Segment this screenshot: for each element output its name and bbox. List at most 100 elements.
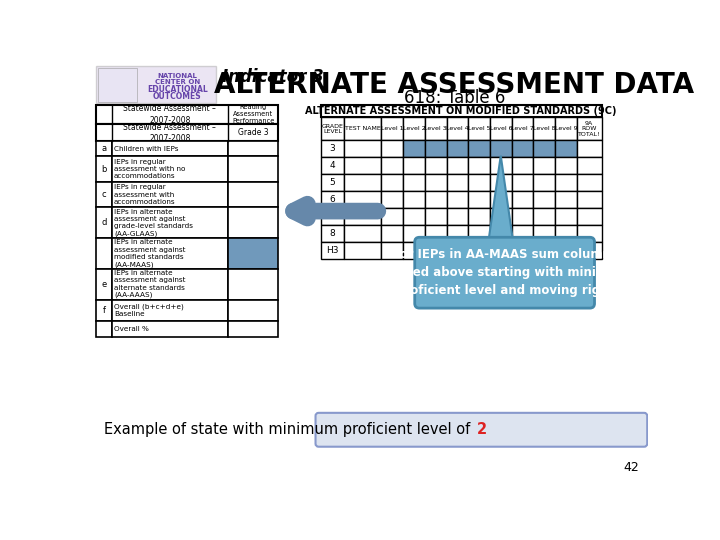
Bar <box>512 117 534 140</box>
Bar <box>577 117 601 140</box>
Bar <box>468 117 490 140</box>
Bar <box>425 225 446 242</box>
Bar <box>96 124 279 141</box>
Bar <box>112 207 228 238</box>
Bar <box>112 182 228 207</box>
Bar <box>512 140 534 157</box>
Bar <box>425 157 446 174</box>
Text: b: b <box>102 165 107 174</box>
Text: Overall (b+c+d+e)
Baseline: Overall (b+c+d+e) Baseline <box>114 303 184 318</box>
Text: Children with IEPs: Children with IEPs <box>114 146 179 152</box>
Bar <box>446 157 468 174</box>
Bar <box>490 225 512 242</box>
Bar <box>555 157 577 174</box>
Bar <box>403 174 425 191</box>
Bar <box>534 191 555 208</box>
Text: IEPs in regular
assessment with no
accommodations: IEPs in regular assessment with no accom… <box>114 159 186 179</box>
Text: d: d <box>102 218 107 227</box>
Text: For IEPs in AA-MAAS sum columns
shaded above starting with minimum
proficient le: For IEPs in AA-MAAS sum columns shaded a… <box>381 248 629 297</box>
Bar <box>344 117 382 140</box>
Bar <box>425 242 446 259</box>
Bar <box>490 242 512 259</box>
Bar <box>490 191 512 208</box>
Bar <box>382 117 403 140</box>
Bar <box>382 157 403 174</box>
Bar <box>577 225 601 242</box>
Bar <box>468 157 490 174</box>
Bar <box>112 157 228 182</box>
Bar <box>425 117 446 140</box>
Bar <box>555 174 577 191</box>
Bar <box>512 242 534 259</box>
Bar <box>425 208 446 225</box>
Text: 618: Table 6: 618: Table 6 <box>404 90 505 107</box>
Bar <box>321 191 344 208</box>
Text: c: c <box>102 190 107 199</box>
Bar <box>228 207 279 238</box>
Bar <box>112 300 228 321</box>
Bar <box>96 182 112 207</box>
Text: IEPs in alternate
assessment against
grade-level standards
(AA-GLAAS): IEPs in alternate assessment against gra… <box>114 208 193 237</box>
Bar <box>468 208 490 225</box>
Text: 9A
ROW
TOTAL!: 9A ROW TOTAL! <box>577 121 600 137</box>
Bar <box>382 140 403 157</box>
Bar <box>468 191 490 208</box>
Bar <box>446 174 468 191</box>
Bar <box>344 191 382 208</box>
Text: 8: 8 <box>330 229 336 238</box>
Bar <box>112 238 228 269</box>
Text: 7: 7 <box>330 212 336 221</box>
Text: Example of state with minimum proficient level of: Example of state with minimum proficient… <box>104 422 475 437</box>
Text: Level 8: Level 8 <box>533 126 555 131</box>
Bar <box>228 300 279 321</box>
Bar <box>344 242 382 259</box>
Bar <box>534 174 555 191</box>
Text: Statewide Assessment –
2007-2008: Statewide Assessment – 2007-2008 <box>123 123 216 143</box>
Bar <box>112 269 228 300</box>
Bar <box>96 141 112 157</box>
Bar <box>228 141 279 157</box>
FancyBboxPatch shape <box>315 413 647 447</box>
Text: NATIONAL: NATIONAL <box>157 72 197 78</box>
Bar <box>555 117 577 140</box>
Bar <box>534 117 555 140</box>
Bar <box>98 68 137 102</box>
Bar <box>534 208 555 225</box>
Bar <box>321 225 344 242</box>
Bar <box>382 225 403 242</box>
Bar <box>382 191 403 208</box>
Text: f: f <box>102 306 105 315</box>
Bar <box>403 117 425 140</box>
Bar <box>96 238 112 269</box>
Text: GRADE
LEVEL: GRADE LEVEL <box>322 124 343 134</box>
Bar <box>555 242 577 259</box>
Bar <box>512 208 534 225</box>
FancyBboxPatch shape <box>415 237 595 308</box>
Text: IEPs in alternate
assessment against
modified standards
(AA-MAAS): IEPs in alternate assessment against mod… <box>114 239 186 268</box>
Bar <box>96 269 112 300</box>
Text: 3: 3 <box>330 144 336 153</box>
Text: 6: 6 <box>330 195 336 204</box>
Bar <box>228 157 279 182</box>
Bar <box>555 191 577 208</box>
Text: e: e <box>102 280 107 289</box>
Bar <box>577 191 601 208</box>
Bar <box>228 182 279 207</box>
Bar <box>512 174 534 191</box>
Text: IEPs in regular
assessment with
accommodations: IEPs in regular assessment with accommod… <box>114 184 176 205</box>
Text: Level 2: Level 2 <box>402 126 426 131</box>
Text: CENTER ON: CENTER ON <box>155 79 200 85</box>
Bar <box>321 105 601 117</box>
Text: Level 4: Level 4 <box>446 126 469 131</box>
Bar <box>446 117 468 140</box>
Bar <box>321 174 344 191</box>
Bar <box>468 140 490 157</box>
Text: 5: 5 <box>330 178 336 187</box>
Bar <box>228 269 279 300</box>
Bar <box>344 157 382 174</box>
Bar <box>555 208 577 225</box>
Text: a: a <box>102 144 107 153</box>
Bar <box>321 157 344 174</box>
Bar <box>228 321 279 336</box>
Bar <box>112 141 228 157</box>
